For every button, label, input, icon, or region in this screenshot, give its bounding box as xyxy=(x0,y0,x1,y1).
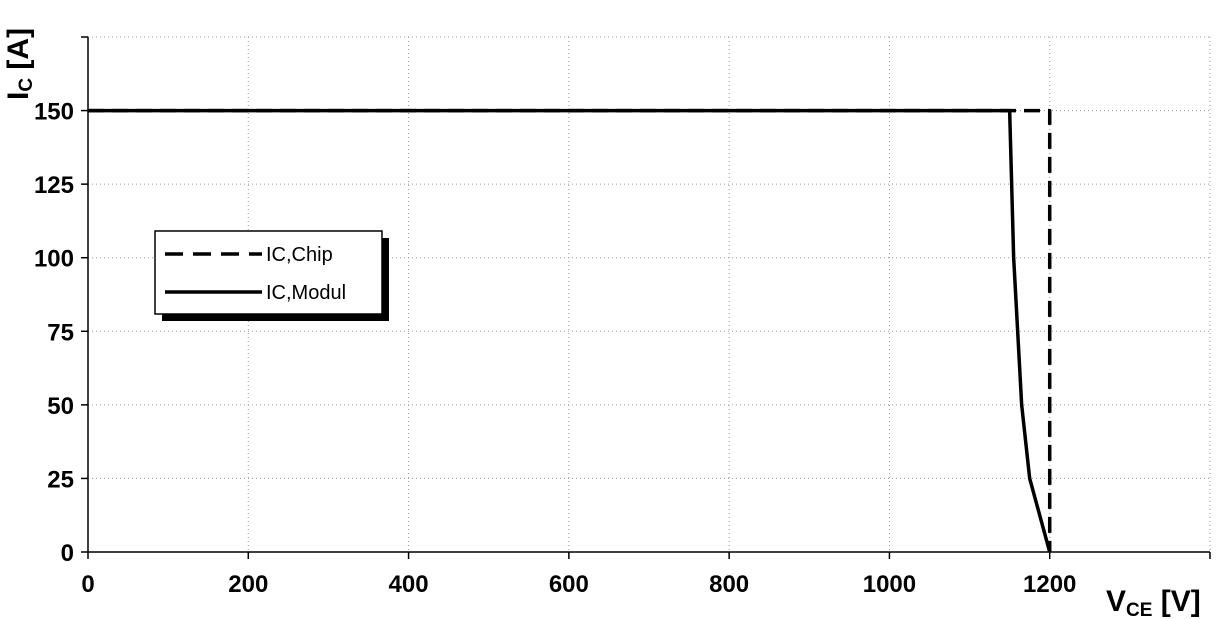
series-group xyxy=(88,108,1052,553)
x-axis-title: VCE [V] xyxy=(1106,585,1201,619)
legend-label-ic-chip: IC,Chip xyxy=(266,244,333,266)
series-line-ic-modul xyxy=(88,108,1052,553)
legend-label-ic-modul: IC,Modul xyxy=(266,282,346,304)
legend-box xyxy=(154,230,383,315)
y-tick-label: 75 xyxy=(47,319,74,346)
x-tick-label: 800 xyxy=(709,571,749,598)
y-tick-label: 150 xyxy=(34,99,74,126)
y-tick-label: 50 xyxy=(47,393,74,420)
x-tick-label: 0 xyxy=(81,571,94,598)
y-tick-label: 0 xyxy=(61,540,74,567)
x-tick-label: 600 xyxy=(549,571,589,598)
y-tick-label: 25 xyxy=(47,466,74,493)
x-tick-label: 1200 xyxy=(1023,571,1076,598)
x-tick-label: 400 xyxy=(389,571,429,598)
x-tick-label: 1000 xyxy=(863,571,916,598)
y-axis-title: IC [A] xyxy=(2,28,37,100)
x-tick-label: 200 xyxy=(228,571,268,598)
axes xyxy=(81,36,1211,559)
tick-labels: 0 200 400 600 800 1000 1200 0 25 50 75 100 125 150 xyxy=(34,99,1076,598)
legend: IC,Chip IC,Modul xyxy=(154,230,389,321)
y-tick-label: 100 xyxy=(34,246,74,273)
y-tick-label: 125 xyxy=(34,172,74,199)
